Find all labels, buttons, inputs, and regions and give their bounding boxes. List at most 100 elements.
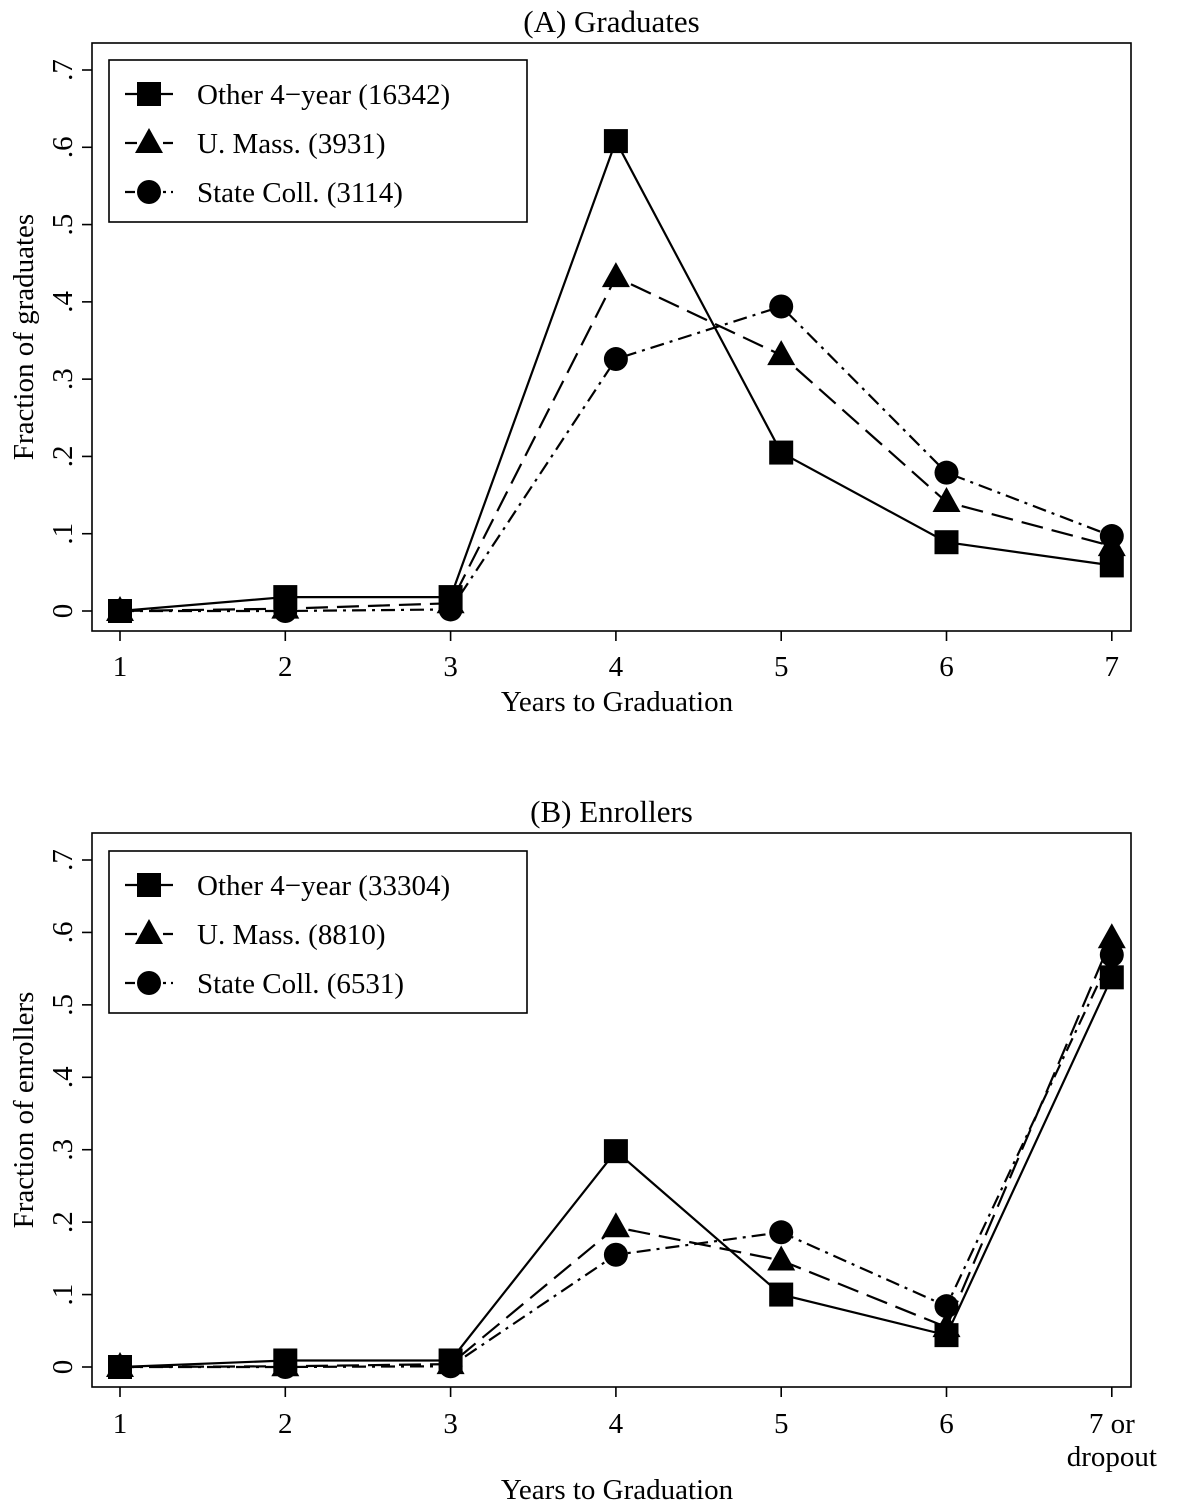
x-tick-label: 4 [609,1408,624,1440]
x-axis-label: Years to Graduation [501,686,734,718]
legend-box [108,59,528,223]
legend-marker-triangle [135,919,163,944]
y-tick-label: .1 [47,1284,79,1306]
chart-panel-a: (A) Graduates 0 .1 .2 .3 .4 .5 .6 .7 Fraction of … [8,4,1132,718]
x-tick-label-line: 7 or [1089,1408,1135,1440]
x-tick-label-line: 4 [609,1408,624,1440]
x-tick-label-line: 5 [774,1408,789,1440]
legend-box [108,850,528,1014]
y-tick-label: .2 [47,1211,79,1233]
y-tick-label: .7 [47,849,79,871]
legend-label: State Coll. (3114) [197,177,403,209]
data-point-triangle [932,487,961,513]
y-axis-label: Fraction of enrollers [8,992,40,1229]
y-tick-label: 0 [47,604,79,619]
y-tick-label: .4 [47,1066,79,1088]
legend: Other 4−year (33304) U. Mass. (8810) State… [108,850,528,1014]
y-axis-label: Fraction of graduates [8,214,40,460]
data-point-square [934,1323,959,1348]
legend-marker-circle [137,971,161,995]
data-point-triangle [601,1212,630,1238]
plot-frame [91,42,1132,632]
data-point-square [603,1139,628,1164]
x-tick-label-line: 2 [278,651,293,683]
x-tick-label-line: 3 [443,1408,458,1440]
data-point-square [769,440,794,465]
x-tick-label: 7 [1105,651,1120,683]
legend-label: Other 4−year (33304) [197,870,450,902]
y-tick-label: .3 [47,368,79,390]
data-point-circle [934,1294,959,1319]
x-tick-label-line: 2 [278,1408,293,1440]
y-tick-label: .1 [47,523,79,545]
data-point-circle [934,460,959,485]
x-tick-label-line: 5 [774,651,789,683]
data-point-triangle [767,340,796,366]
data-point-circle [603,347,628,372]
x-tick-label: 5 [774,1408,789,1440]
data-point-circle [1099,942,1124,967]
data-point-square [273,1348,298,1373]
x-tick-label: 5 [774,651,789,683]
x-tick-label-line: 1 [113,1408,128,1440]
data-point-triangle [601,262,630,288]
legend-marker-triangle [135,128,163,153]
y-tick-label: .6 [47,922,79,944]
data-point-square [273,585,298,610]
x-tick-label-line: 3 [443,651,458,683]
legend-label: U. Mass. (3931) [197,128,386,160]
legend-marker-square [137,82,161,106]
data-point-square [108,599,132,623]
data-point-triangle [1097,531,1126,557]
plot-frame [91,832,1132,1388]
data-point-square [438,585,463,610]
legend-label: Other 4−year (16342) [197,79,450,111]
chart-title: (A) Graduates [523,4,699,39]
series-line-square [119,976,1113,1369]
data-point-circle [603,1242,628,1267]
x-tick-label-line: 7 [1105,651,1120,683]
chart-panel-b: (B) Enrollers 0 .1 .2 .3 .4 .5 .6 .7 Fraction of … [8,794,1157,1506]
legend: Other 4−year (16342) U. Mass. (3931) State… [108,59,528,223]
y-tick-label: .6 [47,136,79,158]
y-tick-label: .2 [47,446,79,468]
x-tick-label: 4 [609,651,624,683]
x-tick-label: 6 [939,1408,954,1440]
y-tick-label: .7 [47,59,79,81]
x-tick-label: 1 [113,1408,128,1440]
data-point-square [438,1348,463,1373]
x-tick-label-line: 1 [113,651,128,683]
series-line-triangle [119,275,1113,613]
x-tick-label: 2 [278,651,293,683]
x-tick-label-line: dropout [1067,1441,1157,1473]
x-tick-label: 2 [278,1408,293,1440]
x-tick-label-line: 6 [939,651,954,683]
data-point-square [1099,553,1124,578]
y-tick-label: .5 [47,214,79,236]
y-tick-label: 0 [47,1360,79,1375]
data-point-circle [769,1220,794,1245]
legend-marker-square [137,873,161,897]
data-point-square [108,1355,132,1379]
x-tick-label: 3 [443,1408,458,1440]
chart-title: (B) Enrollers [530,794,693,829]
data-point-square [603,129,628,154]
data-point-square [1099,965,1124,990]
legend-label: U. Mass. (8810) [197,919,386,951]
legend-label: State Coll. (6531) [197,968,404,1000]
y-tick-label: .5 [47,994,79,1016]
x-tick-label-line: 6 [939,1408,954,1440]
y-tick-label: .3 [47,1139,79,1161]
y-tick-label: .4 [47,290,79,312]
data-point-square [934,530,959,555]
data-point-circle [769,294,794,319]
x-tick-label: 3 [443,651,458,683]
x-tick-label-line: 4 [609,651,624,683]
data-point-triangle [767,1245,796,1271]
data-point-square [769,1282,794,1307]
legend-marker-circle [137,180,161,204]
x-tick-label: 6 [939,651,954,683]
x-tick-label: 1 [113,651,128,683]
x-tick-label: 7 or dropout [1067,1408,1157,1473]
